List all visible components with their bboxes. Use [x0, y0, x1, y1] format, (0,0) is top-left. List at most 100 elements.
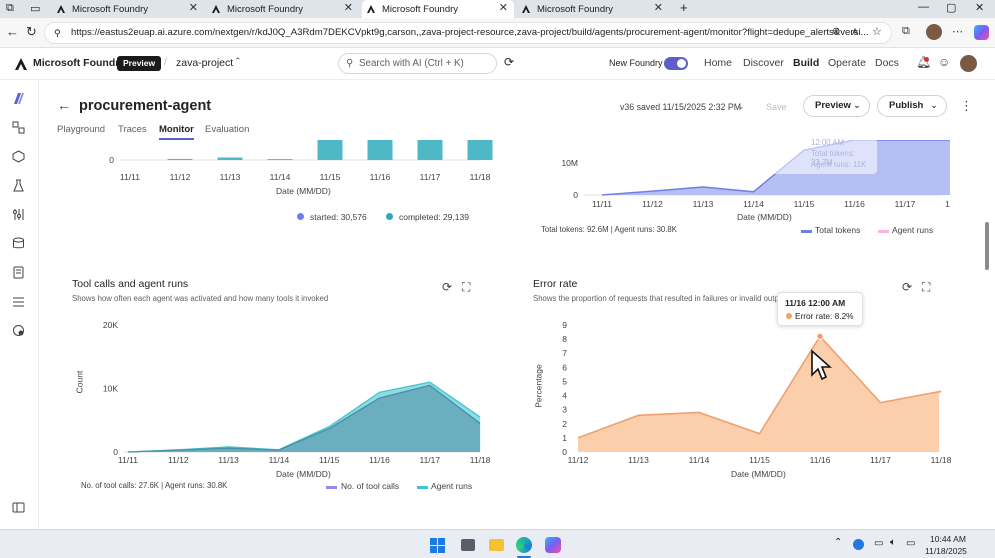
copilot-chat-icon[interactable]: ⟳ — [504, 55, 515, 69]
tab-playground[interactable]: Playground — [57, 124, 106, 135]
legend-completed[interactable]: completed: 29,139 — [399, 212, 469, 222]
mouse-cursor-icon — [811, 349, 832, 381]
copilot-app-icon[interactable] — [545, 537, 561, 553]
page-header: ← procurement-agent Playground Traces Mo… — [39, 80, 995, 140]
tab-actions-icon[interactable]: ▭ — [30, 3, 41, 15]
publish-button[interactable]: Publish ⌄ — [877, 95, 947, 117]
tray-chevron-icon[interactable]: ⌃ — [834, 537, 843, 548]
file-explorer-icon[interactable] — [489, 539, 504, 551]
data-icon[interactable] — [11, 236, 26, 251]
more-options-icon[interactable]: ⋮ — [960, 98, 973, 113]
taskbar-time[interactable]: 10:44 AM — [930, 534, 966, 544]
settings-shield-icon[interactable] — [11, 323, 26, 338]
nav-docs[interactable]: Docs — [875, 57, 899, 69]
windows-start-icon[interactable] — [430, 538, 445, 553]
project-selector[interactable]: zava-project — [176, 57, 234, 69]
nav-operate[interactable]: Operate — [828, 57, 866, 69]
browser-tab-4[interactable]: Microsoft Foundry ✕ — [517, 0, 669, 18]
expand-icon[interactable]: ⛶ — [462, 280, 471, 294]
close-tab-icon[interactable]: ✕ — [188, 2, 198, 14]
url-field[interactable]: ⚲ https://eastus2euap.ai.azure.com/nextg… — [44, 22, 892, 44]
nav-discover[interactable]: Discover — [743, 57, 784, 69]
volume-icon[interactable]: 🔈︎ — [890, 537, 896, 548]
version-selector[interactable]: v36 saved 11/15/2025 2:32 PM — [620, 102, 742, 112]
copilot-insight-icon[interactable]: ⟳ — [902, 280, 913, 294]
close-tab-icon[interactable]: ✕ — [498, 2, 508, 14]
new-foundry-toggle[interactable] — [664, 57, 688, 70]
models-icon[interactable] — [11, 149, 26, 164]
x-tick-label: 11/17 — [895, 199, 916, 209]
browser-tab-3-active[interactable]: Microsoft Foundry ✕ — [362, 0, 514, 18]
tab-title: Microsoft Foundry — [537, 3, 614, 15]
browser-profile-avatar[interactable] — [926, 24, 942, 40]
address-bar: ← ↻ ⚲ https://eastus2euap.ai.azure.com/n… — [0, 18, 995, 48]
tab-monitor[interactable]: Monitor — [159, 124, 194, 135]
x-tick-label: 11/16 — [370, 172, 391, 182]
tools-icon[interactable] — [11, 207, 26, 222]
new-tab-icon[interactable]: + — [680, 0, 688, 15]
legend-agent-runs[interactable]: Agent runs — [892, 225, 934, 235]
y-axis-label: Percentage — [533, 364, 544, 408]
chevron-down-icon[interactable]: ⌄ — [737, 101, 745, 111]
close-window-icon[interactable]: ✕ — [975, 2, 985, 14]
bar-completed — [417, 132, 443, 160]
back-icon[interactable]: ← — [6, 24, 19, 39]
nav-build[interactable]: Build — [793, 57, 820, 69]
legend-started[interactable]: started: 30,576 — [310, 212, 367, 222]
preview-button[interactable]: Preview ⌄ — [803, 95, 870, 117]
battery-icon[interactable]: ▭ — [906, 538, 916, 549]
x-tick-label: 11/15 — [320, 172, 341, 182]
search-input[interactable]: ⚲ Search with AI (Ctrl + K) — [338, 53, 497, 74]
browser-tab-1[interactable]: Microsoft Foundry ✕ — [52, 0, 204, 18]
legend-agent-runs[interactable]: Agent runs — [431, 481, 473, 491]
site-info-icon[interactable]: ⚲ — [54, 28, 61, 38]
workspaces-icon[interactable]: ⧉ — [6, 2, 14, 14]
back-arrow-icon[interactable]: ← — [57, 97, 71, 113]
display-icon[interactable]: ▭ — [874, 538, 884, 549]
edge-browser-icon[interactable] — [516, 537, 532, 553]
more-menu-icon[interactable]: ⋯ — [952, 26, 963, 38]
brand-name[interactable]: Microsoft Foundry — [33, 57, 126, 69]
maximize-icon[interactable]: ▢ — [946, 2, 957, 14]
tab-evaluation[interactable]: Evaluation — [205, 124, 250, 135]
knowledge-icon[interactable] — [11, 265, 26, 280]
browser-tab-2[interactable]: Microsoft Foundry ✕ — [207, 0, 359, 18]
y-tick-label: 1 — [562, 433, 567, 443]
x-tick-label: 11/13 — [693, 199, 714, 209]
y-tick-label: 6 — [562, 362, 567, 372]
onedrive-icon[interactable] — [853, 539, 864, 550]
tooltip-value: Error rate: 8.2% — [795, 311, 854, 321]
refresh-icon[interactable]: ↻ — [26, 24, 37, 39]
feedback-icon[interactable]: ☺ — [938, 55, 951, 69]
close-tab-icon[interactable]: ✕ — [653, 2, 663, 14]
copilot-icon[interactable] — [974, 25, 989, 40]
zoom-icon[interactable]: ⊕ — [832, 26, 841, 37]
read-aloud-icon[interactable]: A — [852, 27, 859, 37]
collapse-panel-icon[interactable] — [11, 500, 26, 515]
user-avatar[interactable] — [960, 55, 977, 72]
minimize-icon[interactable]: — — [918, 1, 929, 13]
overview-icon[interactable] — [11, 120, 26, 135]
legend-total-tokens[interactable]: Total tokens — [815, 225, 861, 235]
chevron-updown-icon[interactable]: ⌃ — [234, 56, 242, 66]
legend-tool-calls[interactable]: No. of tool calls — [341, 481, 400, 491]
error-rate-area — [578, 336, 941, 452]
extensions-icon[interactable]: ⧉ — [902, 25, 910, 37]
expand-icon[interactable]: ⛶ — [922, 280, 931, 294]
tab-traces[interactable]: Traces — [118, 124, 147, 135]
foundry-rail-logo-icon[interactable] — [11, 91, 26, 106]
close-tab-icon[interactable]: ✕ — [343, 2, 353, 14]
save-button[interactable]: Save — [766, 102, 787, 112]
evaluation-flask-icon[interactable] — [11, 178, 26, 193]
copilot-insight-icon[interactable]: ⟳ — [442, 280, 453, 294]
taskbar-date[interactable]: 11/18/2025 — [925, 546, 967, 556]
bar-completed — [217, 157, 243, 160]
task-view-icon[interactable] — [461, 539, 475, 551]
token-usage-chart: 0 10M 11/11 11/12 11/13 11/14 11/15 11/16 11/17 1… — [540, 138, 966, 240]
favorite-icon[interactable]: ☆ — [872, 26, 882, 38]
foundry-logo-icon — [522, 5, 530, 13]
guardrails-icon[interactable] — [11, 294, 26, 309]
nav-home[interactable]: Home — [704, 57, 733, 69]
page-scrollbar[interactable] — [985, 222, 989, 270]
tab-title: Microsoft Foundry — [382, 3, 459, 15]
